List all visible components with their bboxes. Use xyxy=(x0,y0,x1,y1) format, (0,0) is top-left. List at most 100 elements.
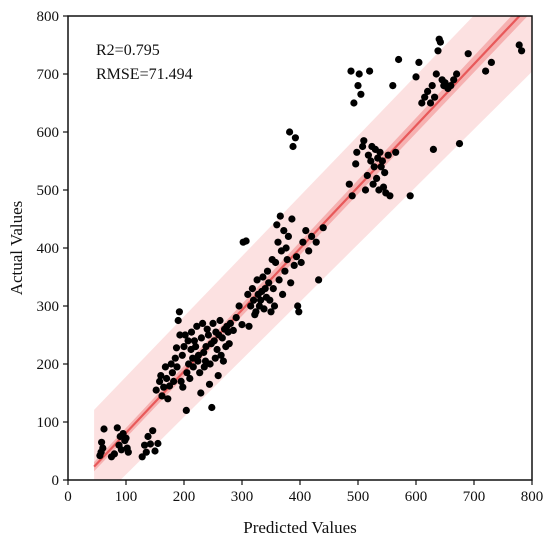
data-point xyxy=(213,345,221,354)
data-point xyxy=(180,343,188,351)
data-point xyxy=(384,151,392,159)
data-point xyxy=(170,377,178,385)
data-point xyxy=(178,351,186,359)
data-point xyxy=(210,337,218,345)
data-point xyxy=(165,382,174,390)
data-point xyxy=(163,374,171,383)
data-point xyxy=(282,244,290,252)
data-point xyxy=(487,58,495,66)
data-point xyxy=(373,174,381,182)
data-point xyxy=(434,47,442,55)
x-tick-label: 500 xyxy=(347,489,370,505)
data-point xyxy=(276,212,284,220)
data-point xyxy=(189,363,197,371)
data-point xyxy=(184,337,192,345)
x-tick-label: 200 xyxy=(173,489,196,505)
data-point xyxy=(273,221,281,229)
data-point xyxy=(297,258,305,267)
data-point xyxy=(518,47,526,55)
y-tick-label: 400 xyxy=(37,241,60,257)
data-point xyxy=(161,363,169,371)
data-point xyxy=(193,322,201,330)
data-point xyxy=(217,351,225,359)
data-point xyxy=(190,337,198,345)
data-point xyxy=(415,58,423,66)
data-point xyxy=(315,276,323,284)
data-point xyxy=(196,369,204,377)
y-tick-label: 800 xyxy=(37,9,60,25)
data-point xyxy=(370,163,378,171)
data-point xyxy=(289,142,297,151)
data-point xyxy=(205,380,214,388)
data-point xyxy=(168,369,176,377)
data-point xyxy=(113,424,121,432)
x-tick-label: 100 xyxy=(115,489,138,505)
data-point xyxy=(209,319,217,327)
data-point xyxy=(229,326,237,334)
data-point xyxy=(202,343,210,351)
data-point xyxy=(226,319,234,327)
data-point xyxy=(110,450,118,458)
data-point xyxy=(357,90,365,98)
data-point xyxy=(151,447,159,455)
data-point xyxy=(290,261,298,269)
data-point xyxy=(360,137,368,145)
data-point xyxy=(280,227,288,235)
data-point xyxy=(99,444,107,452)
x-tick-label: 0 xyxy=(64,489,72,505)
r2-annotation: R2=0.795 xyxy=(96,42,160,59)
data-point xyxy=(203,325,211,333)
data-point xyxy=(117,446,125,454)
data-point xyxy=(367,157,375,165)
x-axis: 0 100 200 300 400 500 600 700 800 xyxy=(64,480,543,505)
data-point xyxy=(286,128,294,136)
data-point xyxy=(353,148,361,156)
data-point xyxy=(219,357,227,365)
data-point xyxy=(302,227,310,235)
data-point xyxy=(149,427,157,435)
data-point xyxy=(455,140,464,148)
data-point xyxy=(392,148,400,156)
data-point xyxy=(395,55,403,64)
data-point xyxy=(214,372,222,380)
x-tick-label: 300 xyxy=(231,489,254,505)
data-point xyxy=(156,377,164,385)
data-point xyxy=(288,215,296,223)
data-point xyxy=(432,70,440,78)
y-tick-label: 700 xyxy=(37,67,60,83)
y-tick-label: 0 xyxy=(52,473,60,489)
data-point xyxy=(199,319,207,327)
confidence-band xyxy=(94,16,528,472)
data-point xyxy=(363,171,371,180)
x-tick-label: 600 xyxy=(405,489,428,505)
data-point xyxy=(283,256,291,264)
data-point xyxy=(182,406,190,414)
data-point xyxy=(250,296,258,304)
data-point xyxy=(259,273,267,281)
data-point xyxy=(450,76,458,84)
x-tick-label: 400 xyxy=(289,489,312,505)
data-point xyxy=(376,148,384,156)
data-point xyxy=(350,99,358,107)
data-point xyxy=(167,360,175,368)
data-point xyxy=(200,348,208,356)
data-point xyxy=(100,425,108,433)
data-point xyxy=(124,448,132,456)
data-point xyxy=(378,157,386,165)
data-point xyxy=(225,340,233,348)
data-point xyxy=(389,82,397,90)
data-point xyxy=(359,142,367,151)
data-point xyxy=(424,87,432,95)
data-point xyxy=(270,302,279,310)
data-point xyxy=(164,395,172,403)
data-point xyxy=(406,192,414,200)
data-point xyxy=(152,386,160,394)
data-point xyxy=(364,151,372,159)
data-point xyxy=(252,308,260,316)
data-point xyxy=(441,79,449,87)
data-point xyxy=(173,363,181,371)
data-point xyxy=(257,296,265,304)
data-point xyxy=(122,434,130,442)
data-point xyxy=(247,302,255,310)
